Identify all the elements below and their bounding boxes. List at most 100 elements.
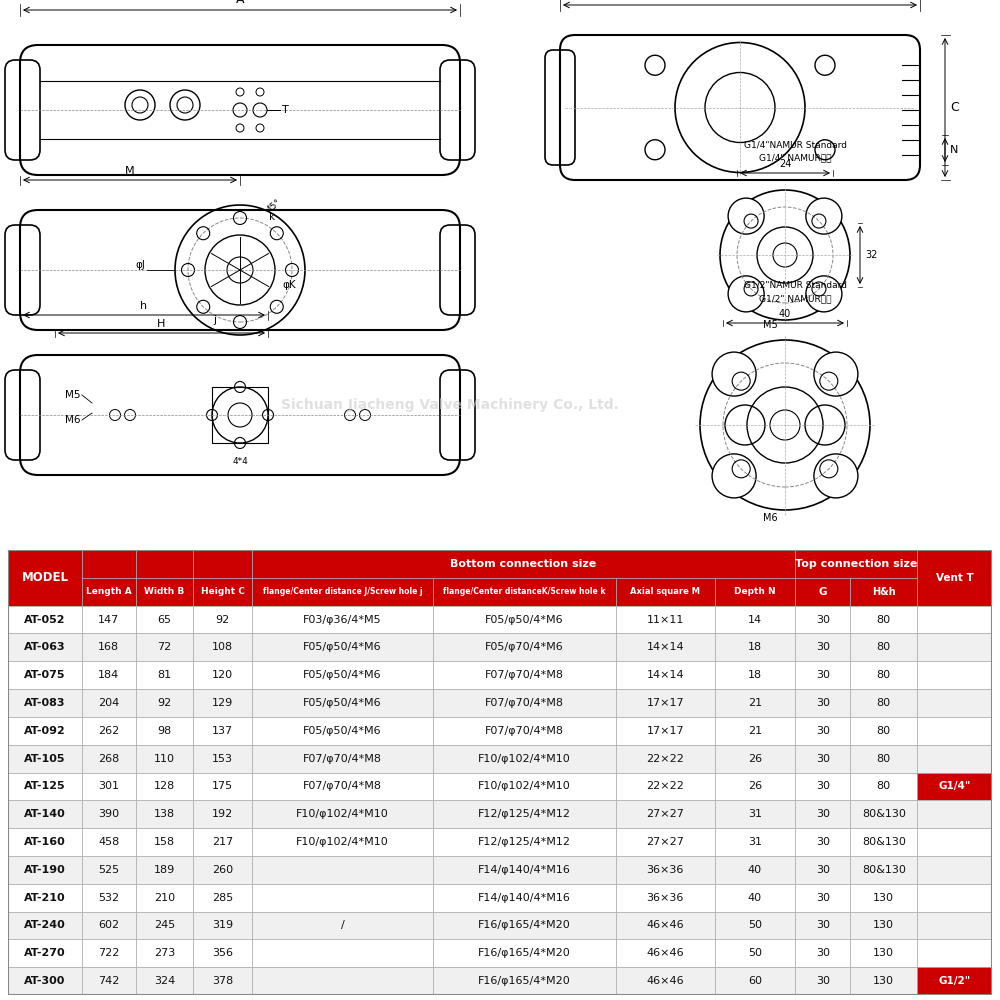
Text: AT-075: AT-075 bbox=[24, 670, 66, 680]
Text: Height C: Height C bbox=[201, 587, 244, 596]
Text: 158: 158 bbox=[154, 837, 175, 847]
Text: 31: 31 bbox=[748, 837, 762, 847]
Bar bbox=[917, 606, 992, 633]
Bar bbox=[193, 856, 252, 884]
Bar bbox=[212, 387, 268, 443]
Text: 30: 30 bbox=[816, 865, 830, 875]
Text: 21: 21 bbox=[748, 726, 762, 736]
Bar bbox=[795, 745, 850, 772]
Text: 285: 285 bbox=[212, 893, 233, 903]
Bar bbox=[433, 939, 616, 967]
Text: 50: 50 bbox=[748, 920, 762, 930]
Text: Vent T: Vent T bbox=[936, 573, 973, 583]
Text: F16/φ165/4*M20: F16/φ165/4*M20 bbox=[478, 976, 571, 986]
Bar bbox=[82, 828, 136, 856]
Text: 31: 31 bbox=[748, 809, 762, 819]
Bar bbox=[8, 939, 82, 967]
Text: 30: 30 bbox=[816, 837, 830, 847]
Text: M6: M6 bbox=[763, 513, 777, 523]
Bar bbox=[433, 578, 616, 606]
Text: Sichuan Jiacheng Valve Machinery Co., Ltd.: Sichuan Jiacheng Valve Machinery Co., Lt… bbox=[281, 398, 619, 412]
Text: M: M bbox=[125, 166, 135, 176]
Bar bbox=[715, 828, 795, 856]
Bar bbox=[850, 856, 917, 884]
Bar bbox=[433, 800, 616, 828]
Bar bbox=[616, 689, 715, 717]
Text: M5: M5 bbox=[763, 320, 777, 330]
Text: AT-083: AT-083 bbox=[24, 698, 66, 708]
Bar bbox=[193, 939, 252, 967]
Bar bbox=[795, 578, 850, 606]
Bar bbox=[850, 828, 917, 856]
Text: 324: 324 bbox=[154, 976, 175, 986]
Text: F10/φ102/4*M10: F10/φ102/4*M10 bbox=[478, 781, 571, 791]
Text: F14/φ140/4*M16: F14/φ140/4*M16 bbox=[478, 865, 571, 875]
Bar bbox=[252, 967, 433, 995]
Text: 30: 30 bbox=[816, 615, 830, 625]
Bar bbox=[252, 912, 433, 939]
Bar bbox=[136, 856, 193, 884]
Text: 192: 192 bbox=[212, 809, 233, 819]
Bar bbox=[715, 717, 795, 745]
Text: AT-125: AT-125 bbox=[24, 781, 66, 791]
Text: F05/φ50/4*M6: F05/φ50/4*M6 bbox=[303, 698, 382, 708]
Bar bbox=[715, 772, 795, 800]
Text: 80: 80 bbox=[877, 615, 891, 625]
Bar bbox=[82, 661, 136, 689]
Text: 273: 273 bbox=[154, 948, 175, 958]
Text: 30: 30 bbox=[816, 726, 830, 736]
Bar bbox=[850, 884, 917, 912]
Text: 30: 30 bbox=[816, 948, 830, 958]
Bar bbox=[616, 633, 715, 661]
Text: 46×46: 46×46 bbox=[646, 976, 684, 986]
Bar bbox=[433, 967, 616, 995]
Text: 204: 204 bbox=[98, 698, 119, 708]
Text: F14/φ140/4*M16: F14/φ140/4*M16 bbox=[478, 893, 571, 903]
Bar bbox=[193, 550, 252, 578]
Text: 378: 378 bbox=[212, 976, 233, 986]
Bar bbox=[433, 772, 616, 800]
Bar bbox=[715, 912, 795, 939]
Bar bbox=[616, 717, 715, 745]
Bar bbox=[82, 550, 136, 578]
Text: F05/φ70/4*M6: F05/φ70/4*M6 bbox=[485, 642, 564, 652]
Circle shape bbox=[728, 276, 764, 312]
Bar bbox=[433, 689, 616, 717]
Text: G: G bbox=[819, 587, 827, 597]
Text: 80: 80 bbox=[877, 754, 891, 764]
Text: 30: 30 bbox=[816, 920, 830, 930]
Text: 30: 30 bbox=[816, 976, 830, 986]
Text: AT-160: AT-160 bbox=[24, 837, 66, 847]
Text: 80&130: 80&130 bbox=[862, 837, 906, 847]
Text: 129: 129 bbox=[212, 698, 233, 708]
Text: 60: 60 bbox=[748, 976, 762, 986]
Text: 108: 108 bbox=[212, 642, 233, 652]
Text: 130: 130 bbox=[873, 893, 894, 903]
Bar bbox=[82, 967, 136, 995]
Text: 14: 14 bbox=[748, 615, 762, 625]
Text: φK: φK bbox=[282, 280, 296, 290]
Bar bbox=[433, 856, 616, 884]
Text: 17×17: 17×17 bbox=[646, 698, 684, 708]
Bar bbox=[715, 884, 795, 912]
Bar bbox=[136, 884, 193, 912]
Text: 30: 30 bbox=[816, 893, 830, 903]
Bar bbox=[917, 939, 992, 967]
Text: F12/φ125/4*M12: F12/φ125/4*M12 bbox=[478, 809, 571, 819]
Text: 92: 92 bbox=[215, 615, 230, 625]
Text: 184: 184 bbox=[98, 670, 119, 680]
Bar bbox=[433, 745, 616, 772]
Bar bbox=[616, 800, 715, 828]
Bar bbox=[8, 550, 82, 606]
Bar bbox=[917, 745, 992, 772]
Bar bbox=[193, 606, 252, 633]
Text: 81: 81 bbox=[157, 670, 172, 680]
Circle shape bbox=[712, 352, 756, 396]
Bar bbox=[850, 578, 917, 606]
Bar bbox=[8, 745, 82, 772]
Text: 137: 137 bbox=[212, 726, 233, 736]
Text: 14×14: 14×14 bbox=[646, 642, 684, 652]
Text: k: k bbox=[269, 212, 275, 222]
Bar bbox=[193, 689, 252, 717]
Text: F10/φ102/4*M10: F10/φ102/4*M10 bbox=[296, 837, 389, 847]
